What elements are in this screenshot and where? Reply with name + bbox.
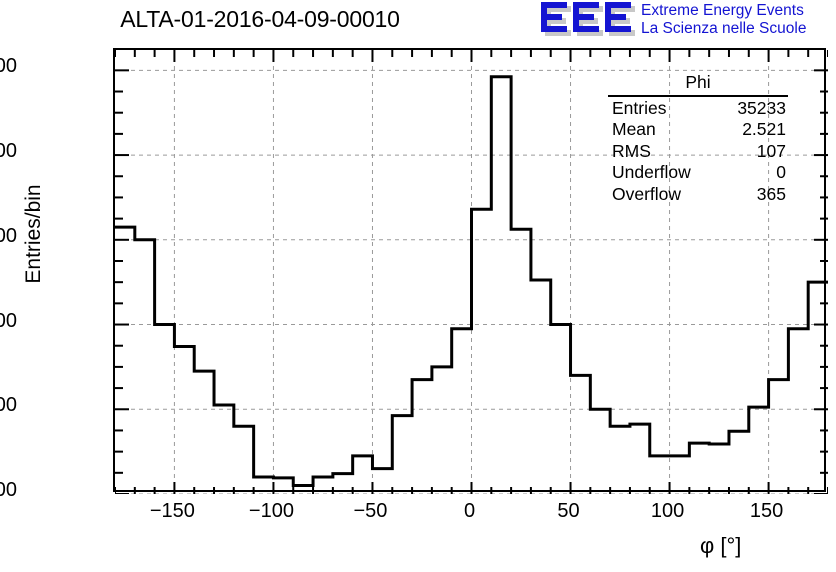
- x-axis-title: φ [°]: [700, 533, 742, 558]
- page-title: ALTA-01-2016-04-09-00010: [120, 6, 400, 32]
- stats-row-name: RMS: [612, 140, 651, 161]
- eee-letter-body: [573, 2, 599, 32]
- eee-letter-body: [605, 2, 631, 32]
- y-axis-tick-label: 1400: [0, 55, 17, 78]
- plot-frame: [113, 48, 828, 494]
- y-axis-tick-label: 600: [0, 394, 17, 417]
- histogram-svg: [115, 50, 828, 494]
- x-axis-tick-label: −50: [353, 500, 388, 522]
- stats-rows: Entries 35233 Mean 2.521 RMS 107 Underflow 0 Ove…: [608, 98, 788, 206]
- stats-box: Phi Entries 35233 Mean 2.521 RMS 107 Underflow…: [608, 72, 788, 205]
- y-axis-tick-label: 800: [0, 309, 17, 332]
- x-axis-tick-label: 50: [557, 500, 580, 522]
- eee-logo-text: Extreme Energy Events La Scienza nelle S…: [641, 2, 806, 37]
- stats-row: Overflow 365: [608, 184, 788, 206]
- eee-letter-3: [605, 2, 635, 36]
- stats-row-value: 35233: [737, 97, 786, 118]
- x-axis-tick-label: 100: [650, 500, 685, 522]
- stats-row-name: Overflow: [612, 183, 682, 204]
- stats-row-value: 0: [776, 162, 786, 182]
- x-axis-tick-label: −150: [149, 500, 195, 522]
- x-axis-tick-label: 150: [749, 500, 784, 522]
- stats-row-name: Underflow: [612, 162, 691, 182]
- stats-row-value: 365: [756, 183, 786, 204]
- eee-letter-1: [541, 2, 571, 36]
- eee-logo: Extreme Energy Events La Scienza nelle S…: [541, 2, 836, 38]
- eee-letter-shadow: [545, 6, 571, 36]
- eee-letter-shadow: [609, 6, 635, 36]
- y-axis-tick-label: 1000: [0, 224, 17, 247]
- y-axis-tick-label: 400: [0, 479, 17, 501]
- x-axis-tick-label: −100: [248, 500, 294, 522]
- y-axis-title: Entries/bin: [22, 184, 45, 284]
- eee-logo-mark: [541, 2, 635, 36]
- histogram-outline: [115, 75, 828, 488]
- stats-row-value: 107: [756, 140, 786, 161]
- stats-title: Phi: [608, 72, 788, 97]
- stats-row-name: Entries: [612, 97, 667, 118]
- y-axis-tick-label: 1200: [0, 140, 17, 163]
- eee-logo-line1: Extreme Energy Events: [641, 2, 804, 19]
- stats-row: Underflow 0: [608, 162, 788, 184]
- eee-letter-shadow: [577, 6, 603, 36]
- eee-letter-2: [573, 2, 603, 36]
- stats-row-name: Mean: [612, 119, 656, 139]
- stats-row: Mean 2.521: [608, 119, 788, 141]
- stats-row: Entries 35233: [608, 98, 788, 120]
- eee-letter-body: [541, 2, 567, 32]
- x-axis-tick-label: 0: [463, 500, 476, 522]
- stats-row-value: 2.521: [742, 119, 786, 139]
- stats-row: RMS 107: [608, 141, 788, 163]
- eee-logo-line2: La Scienza nelle Scuole: [641, 19, 807, 37]
